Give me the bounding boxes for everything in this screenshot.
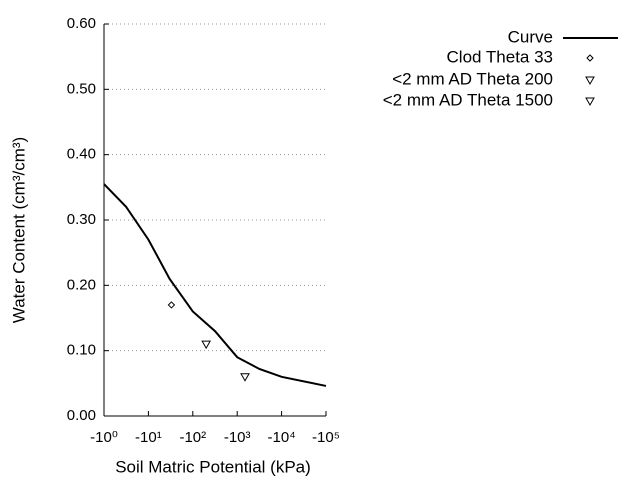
- x-tick-label: -10⁵: [312, 429, 340, 446]
- curve: [103, 183, 327, 387]
- legend-label: <2 mm AD Theta 1500: [383, 90, 553, 109]
- y-tick-label: 0.10: [67, 342, 96, 359]
- point: [167, 301, 176, 309]
- y-tick-label: 0.40: [67, 146, 96, 163]
- legend-label: Clod Theta 33: [447, 47, 553, 66]
- x-tick-label: -10¹: [135, 429, 162, 446]
- x-axis-title: Soil Matric Potential (kPa): [115, 457, 311, 476]
- x-tick-label: -10²: [179, 429, 206, 446]
- x-tick-label: -10³: [224, 429, 251, 446]
- legend-label: Curve: [508, 27, 553, 46]
- y-tick-label: 0.00: [67, 407, 96, 424]
- legend-marker: [585, 97, 595, 107]
- y-tick-label: 0.20: [67, 276, 96, 293]
- y-tick-label: 0.60: [67, 15, 96, 32]
- point: [201, 340, 212, 350]
- legend-marker: [586, 54, 594, 62]
- x-tick-label: -10⁴: [268, 429, 296, 446]
- legend-label: <2 mm AD Theta 200: [392, 69, 553, 88]
- y-tick-label: 0.30: [67, 211, 96, 228]
- x-tick-label: -10⁰: [90, 429, 118, 446]
- y-tick-label: 0.50: [67, 80, 96, 97]
- legend-marker: [585, 76, 595, 86]
- point: [240, 373, 250, 382]
- y-axis-title: Water Content (cm³/cm³): [9, 137, 28, 323]
